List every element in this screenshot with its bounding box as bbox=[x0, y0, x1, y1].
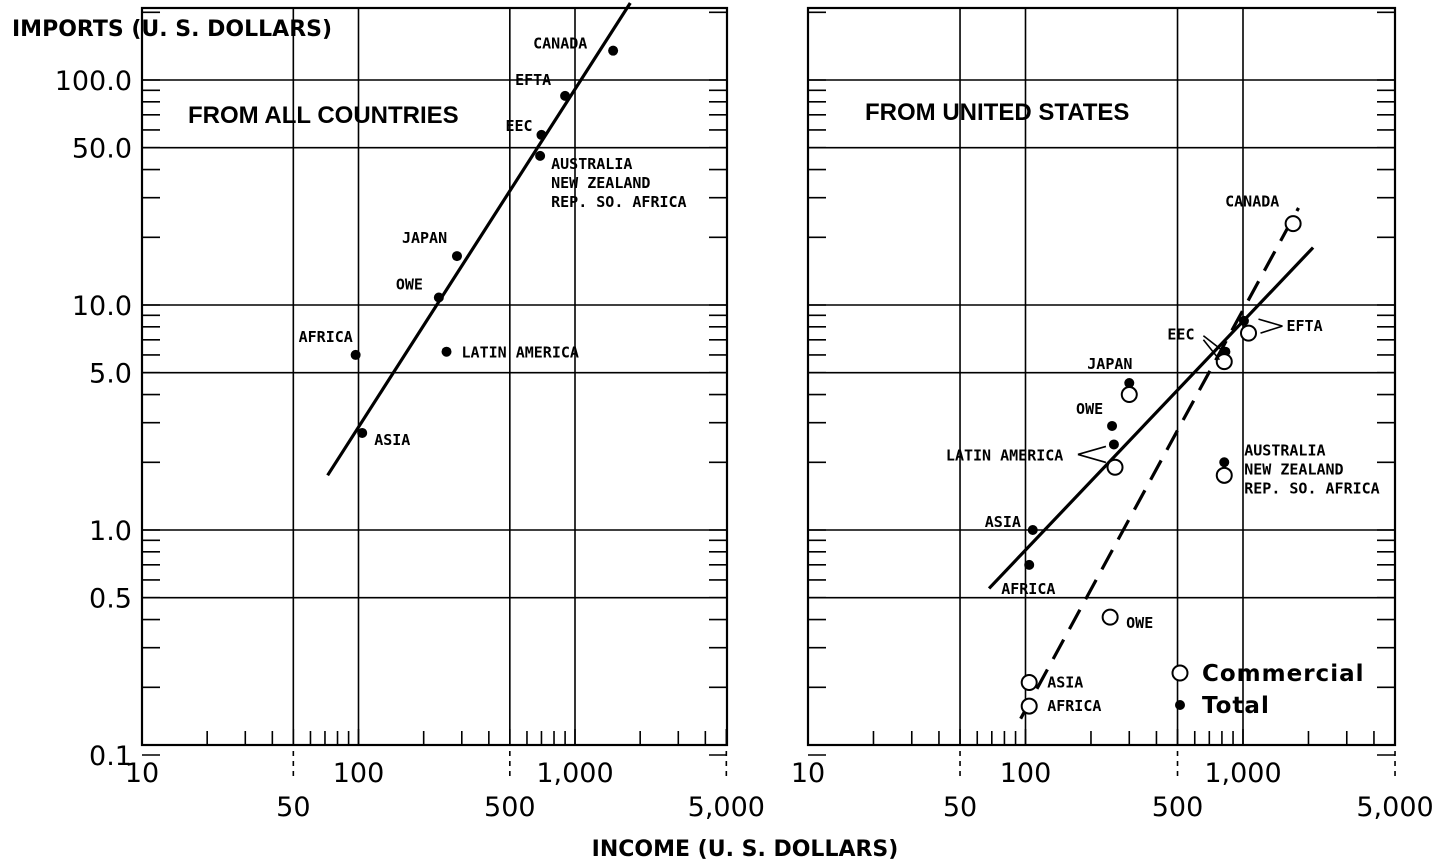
y-axis-title: IMPORTS (U. S. DOLLARS) bbox=[12, 17, 332, 42]
point-latin-america bbox=[441, 346, 452, 357]
x-tick-label: 500 bbox=[1152, 792, 1204, 823]
point-australia bbox=[535, 150, 546, 161]
point-label: OWE bbox=[1126, 614, 1153, 632]
point-label: AUSTRALIA NEW ZEALAND REP. SO. AFRICA bbox=[1244, 441, 1379, 497]
plot-frame bbox=[140, 6, 729, 747]
point-total-latin-america bbox=[1108, 439, 1119, 450]
point-owe bbox=[433, 292, 444, 303]
point-africa bbox=[350, 349, 361, 360]
point-commercial-latin-america bbox=[1106, 458, 1124, 476]
latin-america-arrow bbox=[1077, 445, 1107, 456]
point-commercial-owe bbox=[1101, 608, 1119, 626]
legend-marker-total bbox=[1175, 700, 1185, 710]
fit-line-total bbox=[987, 246, 1315, 590]
point-label: EEC bbox=[1167, 326, 1194, 344]
point-total-efta bbox=[1238, 315, 1249, 326]
point-label: OWE bbox=[396, 275, 423, 293]
point-label: AFRICA bbox=[1001, 580, 1055, 598]
point-commercial-canada bbox=[1284, 215, 1302, 233]
latin-america-arrow bbox=[1077, 453, 1107, 464]
x-tick-label: 1,000 bbox=[1204, 758, 1281, 789]
x-tick-label: 1,000 bbox=[536, 758, 613, 789]
y-tick-label: 0.1 bbox=[89, 741, 132, 772]
point-label: ASIA bbox=[1047, 674, 1083, 692]
point-label: EFTA bbox=[515, 71, 551, 89]
panel-from-united-states: 10 100 1,000 50 500 5,000 FROM UNITED STATES CA… bbox=[791, 6, 1434, 823]
x-tick-label: 500 bbox=[484, 792, 536, 823]
point-asia bbox=[357, 427, 368, 438]
x-tick-label: 100 bbox=[333, 758, 385, 789]
fit-line-commercial bbox=[1019, 207, 1300, 720]
point-label: EEC bbox=[505, 117, 532, 135]
point-commercial-efta bbox=[1240, 324, 1258, 342]
panel-from-all-countries: 100.0 50.0 10.0 5.0 1.0 0.5 0.110 100 1,000 50 500… bbox=[55, 2, 765, 823]
efta-arrow bbox=[1260, 325, 1283, 334]
panel-title: FROM UNITED STATES bbox=[865, 99, 1129, 126]
point-total-asia bbox=[1027, 525, 1038, 535]
point-canada bbox=[608, 45, 619, 56]
efta-arrow bbox=[1258, 318, 1283, 327]
panel-title: FROM ALL COUNTRIES bbox=[188, 102, 459, 129]
point-commercial-asia bbox=[1020, 674, 1038, 692]
x-tick-label: 50 bbox=[943, 792, 977, 823]
point-commercial-africa bbox=[1020, 697, 1038, 715]
point-efta bbox=[560, 90, 571, 101]
y-tick-label: 100.0 bbox=[55, 66, 132, 97]
x-tick-label: 50 bbox=[276, 792, 310, 823]
x-tick-label: 100 bbox=[1000, 758, 1052, 789]
y-tick-label: 1.0 bbox=[89, 516, 132, 547]
legend-label-commercial: Commercial bbox=[1202, 661, 1364, 687]
y-tick-label: 10.0 bbox=[72, 291, 132, 322]
point-commercial-eec bbox=[1215, 353, 1233, 371]
y-tick-label: 5.0 bbox=[89, 359, 132, 390]
point-commercial-australia bbox=[1215, 466, 1233, 484]
point-japan bbox=[451, 251, 462, 262]
plot-frame bbox=[806, 6, 1397, 747]
point-label: OWE bbox=[1076, 400, 1103, 418]
legend-marker-commercial bbox=[1171, 664, 1189, 682]
x-axis-title: INCOME (U. S. DOLLARS) bbox=[592, 837, 899, 862]
x-tick-label: 10 bbox=[791, 758, 825, 789]
eec-arrow bbox=[1202, 335, 1222, 351]
point-total-africa bbox=[1024, 559, 1035, 570]
point-label: CANADA bbox=[533, 35, 587, 53]
x-tick-label: 10 bbox=[125, 758, 159, 789]
point-label: AFRICA bbox=[1047, 697, 1101, 715]
point-label: LATIN AMERICA bbox=[946, 446, 1063, 464]
point-label: LATIN AMERICA bbox=[462, 344, 579, 362]
point-label: ASIA bbox=[985, 513, 1021, 531]
point-commercial-japan bbox=[1120, 386, 1138, 404]
point-label: JAPAN bbox=[402, 229, 447, 247]
eec-arrow bbox=[1202, 339, 1221, 361]
y-tick-label: 50.0 bbox=[72, 134, 132, 165]
y-tick-label: 0.5 bbox=[89, 584, 132, 615]
point-label: AFRICA bbox=[299, 328, 353, 346]
x-tick-label: 5,000 bbox=[688, 792, 765, 823]
point-eec bbox=[536, 129, 547, 140]
x-tick-label: 5,000 bbox=[1356, 792, 1433, 823]
fit-line-all bbox=[326, 2, 632, 477]
point-label: AUSTRALIA NEW ZEALAND REP. SO. AFRICA bbox=[551, 155, 686, 211]
point-label: JAPAN bbox=[1087, 355, 1132, 373]
point-total-japan bbox=[1124, 378, 1135, 389]
point-label: CANADA bbox=[1225, 193, 1279, 211]
legend-label-total: Total bbox=[1202, 693, 1270, 719]
point-label: EFTA bbox=[1287, 317, 1323, 335]
point-label: ASIA bbox=[374, 431, 410, 449]
point-total-owe bbox=[1107, 420, 1118, 431]
point-total-australia bbox=[1219, 457, 1230, 468]
